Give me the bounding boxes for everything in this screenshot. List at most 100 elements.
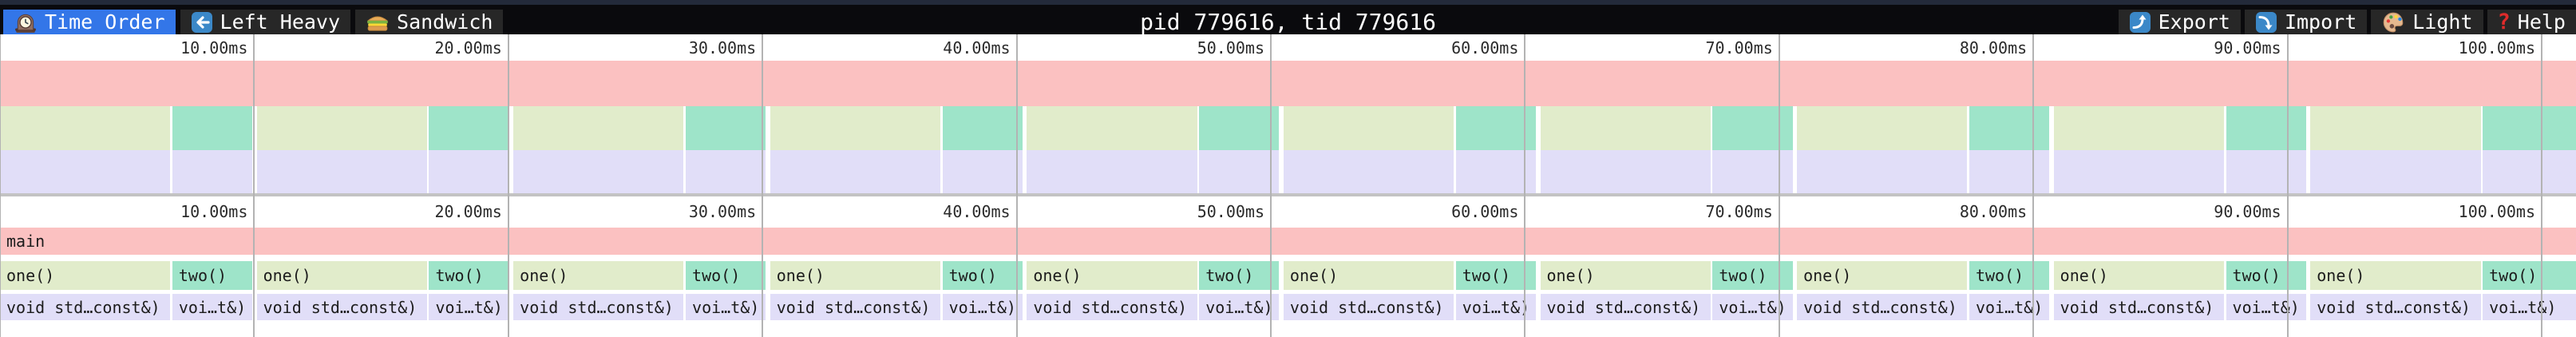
minimap-time-ruler: 10.00ms 20.00ms 30.00ms 40.00ms 50.00ms 60.00… — [0, 34, 2576, 61]
view-mode-tabs: Time Order Left Heavy — [3, 10, 504, 34]
flame-frame[interactable]: voi…t&) — [2483, 294, 2576, 320]
flame-frame[interactable]: one() — [2053, 261, 2224, 290]
minimap-frame — [942, 106, 1023, 150]
flame-frame[interactable]: two() — [2226, 261, 2306, 290]
flame-frame[interactable]: one() — [1797, 261, 1968, 290]
minimap[interactable] — [0, 61, 2576, 193]
frame-label: void std…const&) — [1803, 297, 1957, 317]
frame-label: void std…const&) — [520, 297, 674, 317]
frame-label: two() — [435, 266, 484, 285]
flame-frame[interactable]: two() — [429, 261, 509, 290]
flame-frame[interactable]: void std…const&) — [1540, 294, 1711, 320]
frame-label: void std…const&) — [1289, 297, 1444, 317]
flame-frame[interactable]: one() — [770, 261, 941, 290]
frame-label: void std…const&) — [2317, 297, 2471, 317]
flame-frame[interactable]: void std…const&) — [2053, 294, 2224, 320]
flame-frame[interactable]: one() — [0, 261, 171, 290]
flame-frame[interactable]: one() — [1027, 261, 1197, 290]
frame-label: two() — [1719, 266, 1767, 285]
frame-label: voi…t&) — [692, 297, 760, 317]
minimap-frame — [256, 150, 427, 193]
tab-label: Time Order — [45, 10, 165, 34]
flame-frame[interactable]: voi…t&) — [2226, 294, 2306, 320]
flame-frame[interactable]: two() — [942, 261, 1023, 290]
export-icon — [2129, 11, 2151, 34]
minimap-frame — [2053, 150, 2224, 193]
export-button[interactable]: Export — [2118, 10, 2241, 34]
flame-frame[interactable]: two() — [172, 261, 253, 290]
frame-label: voi…t&) — [1462, 297, 1530, 317]
minimap-frame — [2310, 106, 2481, 150]
flame-frame[interactable]: one() — [1283, 261, 1454, 290]
minimap-frame — [1455, 106, 1537, 150]
flame-frame[interactable]: two() — [2483, 261, 2576, 290]
minimap-frame — [770, 106, 941, 150]
flame-frame[interactable]: void std…const&) — [1027, 294, 1197, 320]
frame-label: two() — [2232, 266, 2281, 285]
flame-frame[interactable]: void std…const&) — [256, 294, 427, 320]
flame-frame[interactable]: two() — [1712, 261, 1793, 290]
flame-frame[interactable]: voi…t&) — [1969, 294, 2050, 320]
minimap-frame — [2310, 150, 2481, 193]
minimap-frame — [172, 106, 253, 150]
flame-frame[interactable]: two() — [1969, 261, 2050, 290]
flame-frame[interactable]: voi…t&) — [1199, 294, 1280, 320]
theme-toggle-button[interactable]: Light — [2371, 10, 2483, 34]
flame-frame[interactable]: voi…t&) — [686, 294, 766, 320]
tab-label: Left Heavy — [220, 10, 341, 34]
flame-frame[interactable]: two() — [686, 261, 766, 290]
flame-frame[interactable]: two() — [1455, 261, 1537, 290]
palette-icon — [2381, 10, 2405, 34]
minimap-frame — [0, 106, 171, 150]
ruler-tick-label: 10.00ms — [180, 38, 248, 57]
minimap-separator — [0, 193, 2576, 196]
tab-time-order[interactable]: Time Order — [3, 10, 176, 34]
tab-sandwich[interactable]: Sandwich — [355, 10, 504, 34]
ruler-tick-label: 40.00ms — [943, 38, 1011, 57]
flame-frame[interactable]: two() — [1199, 261, 1280, 290]
frame-label: one() — [263, 266, 311, 285]
flame-frame[interactable]: void std…const&) — [2310, 294, 2481, 320]
frame-label: two() — [2489, 266, 2538, 285]
tab-left-heavy[interactable]: Left Heavy — [180, 10, 351, 34]
flame-frame[interactable]: void std…const&) — [0, 294, 171, 320]
ruler-tick-label: 90.00ms — [2214, 202, 2281, 221]
minimap-frame — [0, 150, 171, 193]
minimap-frame — [2053, 106, 2224, 150]
frame-label: void std…const&) — [263, 297, 417, 317]
ruler-tick-label: 40.00ms — [943, 202, 1011, 221]
frame-label: void std…const&) — [1546, 297, 1701, 317]
minimap-frame — [2226, 150, 2306, 193]
frame-label: one() — [2060, 266, 2108, 285]
flame-frame[interactable]: voi…t&) — [1455, 294, 1537, 320]
minimap-frame — [1712, 106, 1793, 150]
button-label: Help — [2517, 10, 2566, 34]
frame-label: one() — [6, 266, 55, 285]
flame-frame[interactable]: one() — [513, 261, 684, 290]
frame-label: two() — [692, 266, 741, 285]
flame-frame[interactable]: void std…const&) — [770, 294, 941, 320]
flame-frame[interactable]: voi…t&) — [1712, 294, 1793, 320]
flame-frame[interactable]: void std…const&) — [1797, 294, 1968, 320]
flame-frame[interactable]: voi…t&) — [942, 294, 1023, 320]
import-button[interactable]: Import — [2244, 10, 2368, 34]
flame-frame[interactable]: voi…t&) — [429, 294, 509, 320]
frame-label: one() — [1803, 266, 1852, 285]
flame-frame[interactable]: main — [0, 228, 2576, 255]
flame-frame[interactable]: voi…t&) — [172, 294, 253, 320]
flame-frame[interactable]: one() — [256, 261, 427, 290]
flame-frame[interactable]: void std…const&) — [513, 294, 684, 320]
ruler-tick-label: 50.00ms — [1197, 38, 1264, 57]
flame-frame[interactable]: one() — [1540, 261, 1711, 290]
ruler-tick-label: 90.00ms — [2214, 38, 2281, 57]
flame-frame[interactable]: one() — [2310, 261, 2481, 290]
frame-label: voi…t&) — [2232, 297, 2300, 317]
minimap-frame — [1712, 150, 1793, 193]
frame-label: one() — [1033, 266, 1082, 285]
help-button[interactable]: ? Help — [2487, 10, 2576, 34]
toolbar: Time Order Left Heavy — [0, 0, 2576, 35]
flame-frame[interactable]: void std…const&) — [1283, 294, 1454, 320]
frame-label: voi…t&) — [2489, 297, 2557, 317]
frame-label: one() — [2317, 266, 2365, 285]
